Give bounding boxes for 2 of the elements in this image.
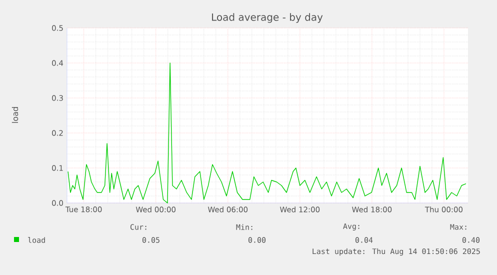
chart-title: Load average - by day: [212, 13, 323, 23]
y-axis-title: load: [12, 107, 18, 123]
